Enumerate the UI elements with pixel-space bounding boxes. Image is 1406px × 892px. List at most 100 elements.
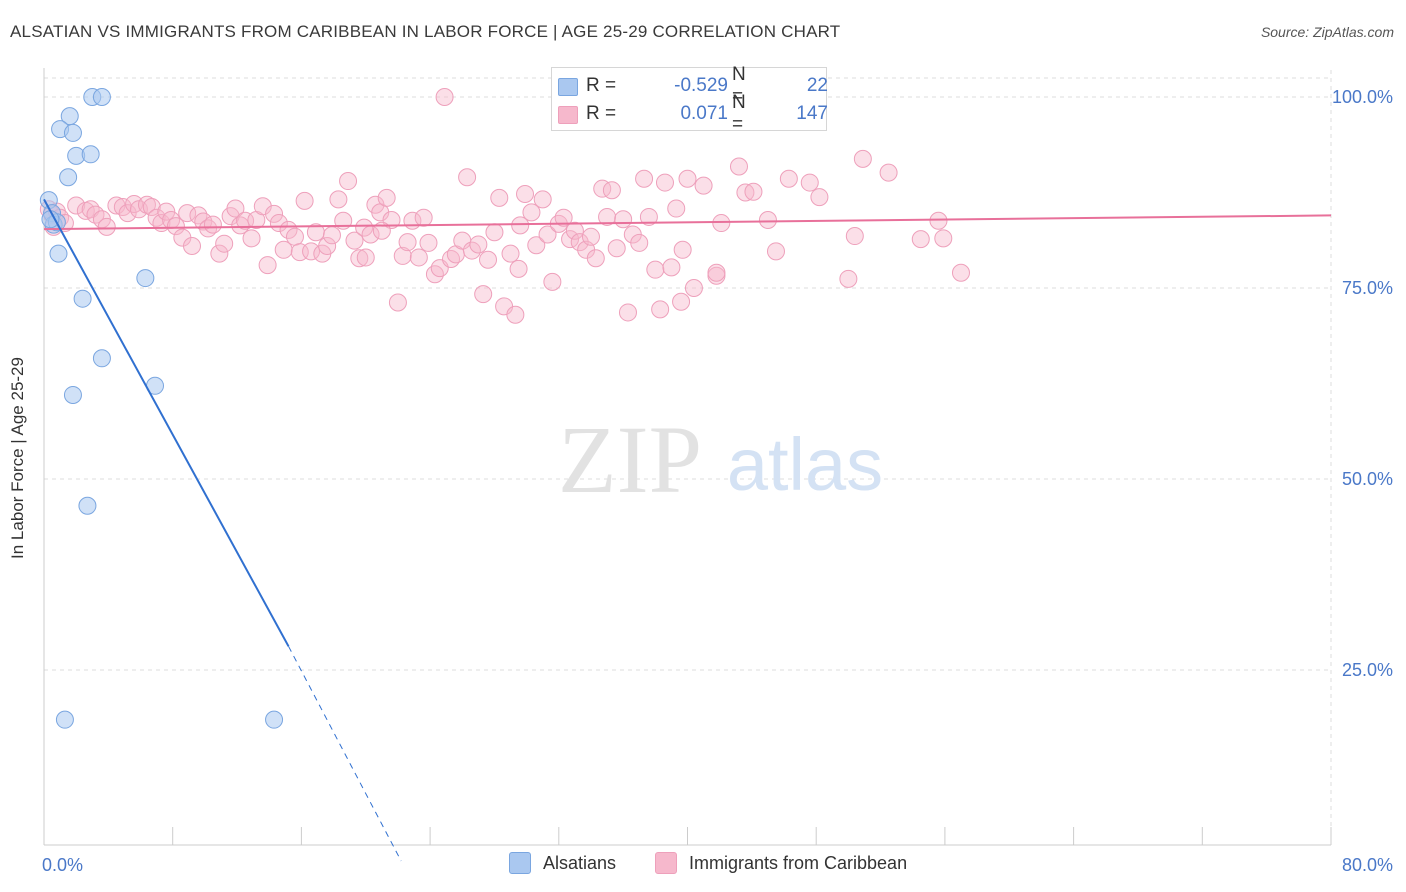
legend-item-alsatians[interactable]: Alsatians: [509, 852, 616, 874]
y-axis-label: In Labor Force | Age 25-29: [8, 357, 27, 559]
caribbean-point: [779, 169, 798, 188]
alsatian-point: [63, 123, 82, 142]
bottom-legend: Alsatians Immigrants from Caribbean: [0, 852, 1406, 878]
caribbean-point: [712, 214, 731, 233]
y-tick-label: 25.0%: [1342, 660, 1393, 680]
caribbean-point: [533, 190, 552, 209]
caribbean-point: [97, 217, 116, 236]
caribbean-point: [598, 207, 617, 226]
caribbean-point: [490, 188, 509, 207]
caribbean-point: [295, 191, 314, 210]
caribbean-point: [879, 163, 898, 182]
caribbean-point: [258, 256, 277, 275]
caribbean-point: [215, 234, 234, 253]
alsatian-point: [92, 88, 111, 106]
legend-swatch-pink: [558, 106, 578, 124]
caribbean-point: [458, 168, 477, 187]
caribbean-point: [543, 272, 562, 291]
caribbean-point: [635, 169, 654, 188]
caribbean-point: [630, 233, 649, 252]
caribbean-point: [581, 227, 600, 246]
alsatian-point: [136, 269, 155, 288]
caribbean-point: [565, 221, 584, 240]
caribbean-point: [203, 215, 222, 234]
caribbean-point: [607, 239, 626, 258]
legend-swatch-blue: [509, 852, 531, 874]
correlation-legend: R = -0.529 N = 22 R = 0.071 N = 147: [551, 64, 828, 135]
caribbean-point: [393, 246, 412, 265]
caribbean-point: [377, 188, 396, 207]
x-tick-label: 80.0%: [1342, 855, 1393, 875]
caribbean-point: [479, 250, 498, 269]
caribbean-point: [618, 303, 637, 322]
y-tick-label: 100.0%: [1332, 87, 1393, 107]
caribbean-point: [166, 217, 185, 236]
caribbean-point: [210, 244, 229, 263]
caribbean-point: [485, 223, 504, 242]
caribbean-point: [570, 233, 589, 252]
alsatian-trend-line: [43, 198, 290, 647]
legend-n-label: N =: [732, 64, 746, 107]
caribbean-point: [951, 263, 970, 282]
caribbean-point: [398, 233, 417, 252]
caribbean-point: [729, 157, 748, 176]
caribbean-point: [744, 182, 763, 201]
alsatian-point: [55, 710, 74, 729]
alsatian-point: [73, 289, 92, 308]
caribbean-point: [527, 236, 546, 255]
legend-r-value: -0.529: [674, 75, 728, 96]
caribbean-point: [766, 242, 785, 261]
caribbean-point: [183, 236, 202, 255]
caribbean-point: [322, 226, 341, 245]
caribbean-point: [226, 199, 245, 218]
trend-lines: [43, 198, 1332, 862]
caribbean-point: [125, 194, 144, 213]
caribbean-point: [672, 292, 691, 311]
caribbean-point: [501, 244, 520, 263]
caribbean-point: [113, 198, 132, 217]
caribbean-point: [242, 229, 261, 248]
alsatian-point: [63, 385, 82, 404]
caribbean-point: [189, 206, 208, 225]
caribbean-point: [265, 204, 284, 223]
source-label: Source: ZipAtlas.com: [1260, 24, 1394, 40]
legend-swatch-blue: [558, 78, 578, 96]
legend-r-label: R =: [586, 103, 617, 124]
caribbean-point: [142, 198, 161, 217]
caribbean-point: [118, 204, 137, 223]
caribbean-point: [506, 305, 525, 324]
caribbean-point: [425, 265, 444, 284]
legend-r-value: 0.071: [680, 103, 728, 124]
caribbean-point: [662, 258, 681, 277]
caribbean-point: [853, 149, 872, 168]
caribbean-point: [345, 231, 364, 250]
chart-title: ALSATIAN VS IMMIGRANTS FROM CARIBBEAN IN…: [10, 22, 841, 41]
caribbean-point: [86, 205, 105, 224]
caribbean-point: [651, 300, 670, 319]
caribbean-point: [355, 218, 374, 237]
caribbean-point: [509, 259, 528, 278]
caribbean-point: [356, 248, 375, 267]
caribbean-point: [561, 230, 580, 249]
y-tick-label: 50.0%: [1342, 469, 1393, 489]
alsatian-point: [41, 210, 60, 229]
watermark: ZIP atlas: [558, 406, 883, 513]
legend-label: Alsatians: [543, 852, 617, 873]
caribbean-point: [137, 195, 156, 214]
caribbean-point: [934, 229, 953, 248]
caribbean-trend-line: [43, 214, 1332, 231]
caribbean-point: [845, 227, 864, 246]
caribbean-point: [329, 190, 348, 209]
caribbean-point: [758, 211, 777, 230]
caribbean-point: [302, 242, 321, 261]
caribbean-point: [409, 248, 428, 267]
caribbean-point: [684, 279, 703, 297]
caribbean-point: [839, 269, 858, 288]
caribbean-point: [911, 230, 930, 249]
alsatian-point: [59, 168, 78, 187]
legend-item-caribbean[interactable]: Immigrants from Caribbean: [655, 852, 907, 874]
caribbean-point: [639, 207, 658, 226]
caribbean-points: [39, 88, 970, 324]
alsatian-point: [78, 496, 97, 515]
